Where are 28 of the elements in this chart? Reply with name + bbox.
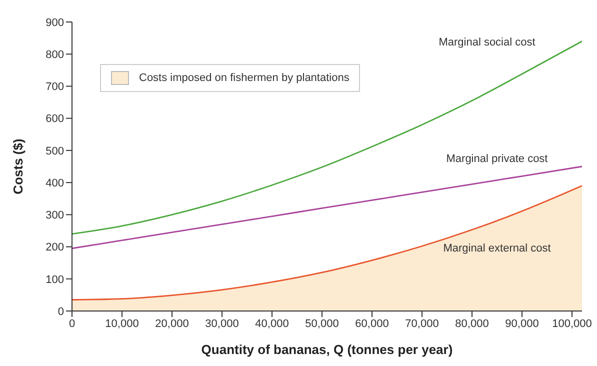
x-tick-label: 80,000 xyxy=(455,318,489,330)
x-tick-label: 60,000 xyxy=(355,318,389,330)
x-tick-label: 90,000 xyxy=(505,318,539,330)
y-tick-label: 900 xyxy=(46,16,64,29)
x-tick-label: 70,000 xyxy=(405,318,439,330)
x-tick-label: 40,000 xyxy=(255,318,289,330)
y-tick-label: 500 xyxy=(46,145,64,158)
y-tick-label: 300 xyxy=(46,210,64,222)
y-tick-label: 200 xyxy=(46,242,64,254)
x-axis-title: Quantity of bananas, Q (tonnes per year) xyxy=(201,342,453,357)
x-tick-label: 0 xyxy=(68,318,76,330)
key-box: Costs imposed on fishermen by plantations xyxy=(100,64,360,92)
y-tick-label: 800 xyxy=(46,49,64,62)
x-tick-label: 20,000 xyxy=(155,318,189,330)
y-tick-label: 0 xyxy=(58,306,64,318)
legend-title: Costs imposed on fishermen by plantations xyxy=(138,71,350,85)
x-tick-label: 10,000 xyxy=(105,318,139,330)
series-label: Marginal private cost xyxy=(446,153,548,166)
y-tick-label: 100 xyxy=(46,274,64,286)
series-label: Marginal external cost xyxy=(443,242,551,255)
x-tick-label: 100,000 xyxy=(552,318,592,330)
x-tick-label: 50,000 xyxy=(305,318,339,330)
y-axis-title: Costs ($) xyxy=(10,138,26,194)
series-label: Marginal social cost xyxy=(438,36,536,49)
x-tick-label: 30,000 xyxy=(205,318,239,330)
y-tick-label: 400 xyxy=(46,177,64,190)
y-tick-label: 600 xyxy=(46,113,64,126)
y-tick-label: 700 xyxy=(46,81,64,94)
